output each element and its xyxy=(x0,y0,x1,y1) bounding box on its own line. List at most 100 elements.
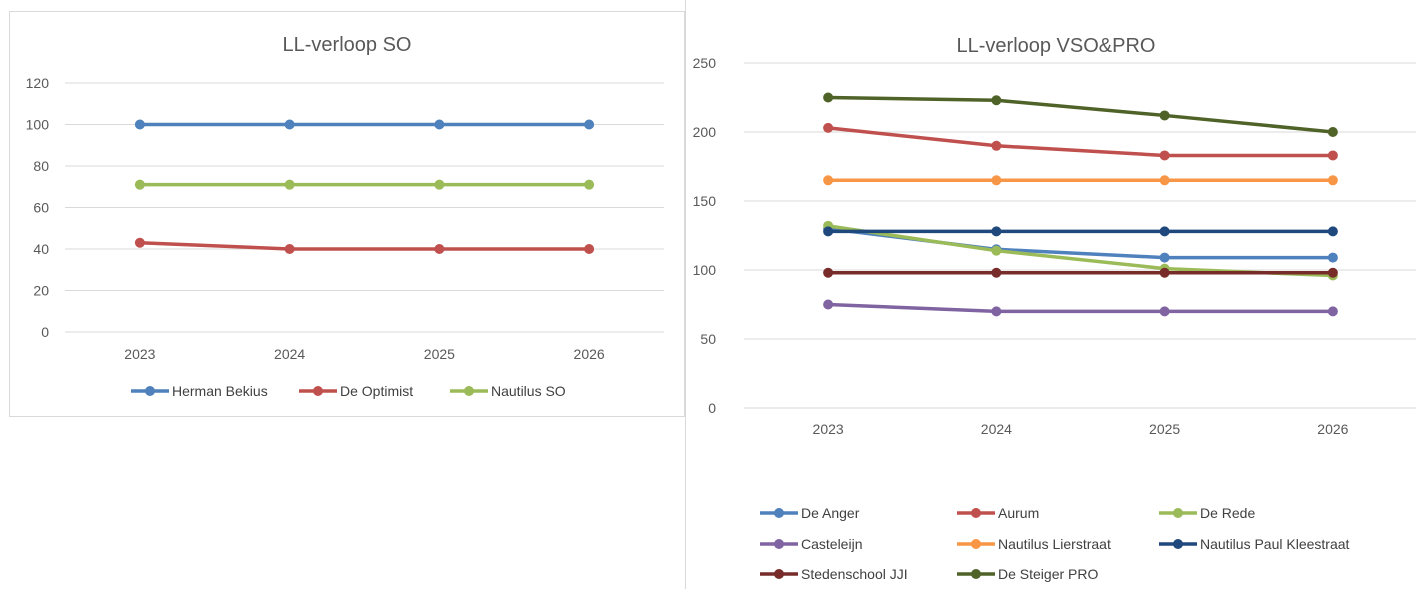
x-tick-label: 2026 xyxy=(1317,421,1348,437)
data-point xyxy=(1159,150,1170,161)
data-point xyxy=(434,119,445,130)
data-point xyxy=(1159,110,1170,121)
data-point xyxy=(1327,226,1338,237)
data-point xyxy=(991,95,1002,106)
data-point xyxy=(584,179,595,190)
legend-label: De Rede xyxy=(1200,505,1255,521)
y-tick-label: 20 xyxy=(33,283,49,299)
legend-item: Nautilus SO xyxy=(450,383,566,399)
legend-item: Herman Bekius xyxy=(131,383,268,399)
chart-title: LL-verloop SO xyxy=(283,34,412,56)
data-point xyxy=(823,92,834,103)
legend-item: Nautilus Lierstraat xyxy=(957,536,1111,552)
data-point xyxy=(1159,252,1170,263)
legend-swatch-marker xyxy=(145,386,155,396)
legend-label: De Anger xyxy=(801,505,860,521)
chart-so-panel: LL-verloop SO 0 20 40 60 80 100 120 2023 2024 20… xyxy=(9,11,685,417)
data-point xyxy=(991,226,1002,237)
data-point xyxy=(991,306,1002,317)
chart-vso-pro: LL-verloop VSO&PRO 0 50 100 150 200 250 2023 2… xyxy=(693,35,1416,582)
legend-label: Stedenschool JJI xyxy=(801,566,908,582)
data-point xyxy=(584,244,595,254)
data-point xyxy=(823,226,834,237)
data-point xyxy=(1327,267,1338,278)
data-point xyxy=(584,119,595,130)
data-point xyxy=(823,175,834,186)
data-point xyxy=(284,244,295,254)
series-line xyxy=(827,224,1333,278)
data-point xyxy=(991,140,1002,151)
x-tick-label: 2023 xyxy=(813,421,844,437)
y-tick-label: 50 xyxy=(700,331,716,347)
data-point xyxy=(1327,306,1338,317)
series-line xyxy=(139,241,590,251)
data-point xyxy=(991,175,1002,186)
data-point xyxy=(284,179,295,190)
chart-vso-pro-panel: LL-verloop VSO&PRO 0 50 100 150 200 250 2023 2… xyxy=(685,0,1416,589)
data-point xyxy=(1159,267,1170,278)
legend-item: Stedenschool JJI xyxy=(760,566,908,582)
legend-label: Aurum xyxy=(998,505,1039,521)
legend-label: Nautilus SO xyxy=(491,383,566,399)
legend-label: Nautilus Paul Kleestraat xyxy=(1200,536,1350,552)
legend-swatch-marker xyxy=(774,539,784,549)
legend-item: De Optimist xyxy=(299,383,413,399)
legend-label: Herman Bekius xyxy=(172,383,268,399)
legend-swatch-marker xyxy=(313,386,323,396)
legend-swatch-marker xyxy=(1173,539,1183,549)
legend-swatch-marker xyxy=(971,508,981,518)
series-line xyxy=(828,302,1333,314)
x-tick-label: 2024 xyxy=(981,421,1012,437)
data-point xyxy=(1327,127,1338,137)
chart-title: LL-verloop VSO&PRO xyxy=(957,35,1156,57)
y-tick-label: 120 xyxy=(26,75,50,91)
y-tick-label: 60 xyxy=(33,200,49,216)
data-point xyxy=(434,179,445,190)
data-point xyxy=(134,179,145,190)
y-tick-label: 250 xyxy=(693,55,717,71)
legend-swatch-marker xyxy=(774,569,784,579)
data-point xyxy=(823,122,834,133)
legend-item: Casteleijn xyxy=(760,536,862,552)
legend-swatch-marker xyxy=(1173,508,1183,518)
data-point xyxy=(1327,175,1338,186)
x-tick-label: 2025 xyxy=(424,346,455,362)
legend-swatch-marker xyxy=(774,508,784,518)
data-point xyxy=(1159,226,1170,237)
y-tick-label: 80 xyxy=(33,158,49,174)
y-tick-label: 150 xyxy=(693,193,717,209)
data-point xyxy=(1159,175,1170,186)
legend-label: Casteleijn xyxy=(801,536,862,552)
legend-swatch-marker xyxy=(971,569,981,579)
legend-item: De Rede xyxy=(1159,505,1255,521)
chart-so: LL-verloop SO 0 20 40 60 80 100 120 2023 2024 20… xyxy=(26,34,664,399)
legend-item: De Anger xyxy=(760,505,860,521)
legend-item: De Steiger PRO xyxy=(957,566,1098,582)
x-tick-label: 2025 xyxy=(1149,421,1180,437)
y-tick-label: 200 xyxy=(693,124,717,140)
y-tick-label: 100 xyxy=(693,262,717,278)
data-point xyxy=(1159,306,1170,317)
data-point xyxy=(991,245,1002,256)
data-point xyxy=(823,299,834,310)
x-tick-label: 2024 xyxy=(274,346,305,362)
x-tick-label: 2026 xyxy=(574,346,605,362)
legend-label: Nautilus Lierstraat xyxy=(998,536,1111,552)
data-point xyxy=(434,244,445,254)
legend-swatch-marker xyxy=(464,386,474,396)
y-tick-label: 0 xyxy=(708,400,716,416)
data-point xyxy=(823,267,834,278)
legend-label: De Optimist xyxy=(340,383,413,399)
data-point xyxy=(1327,150,1338,161)
data-point xyxy=(1327,252,1338,263)
legend-swatch-marker xyxy=(971,539,981,549)
data-point xyxy=(284,119,295,130)
data-point xyxy=(134,237,145,248)
data-point xyxy=(134,119,145,130)
x-tick-label: 2023 xyxy=(124,346,155,362)
series-line xyxy=(827,126,1333,158)
y-tick-label: 100 xyxy=(26,117,50,133)
series-line xyxy=(828,95,1334,134)
legend-label: De Steiger PRO xyxy=(998,566,1098,582)
legend-item: Nautilus Paul Kleestraat xyxy=(1159,536,1350,552)
